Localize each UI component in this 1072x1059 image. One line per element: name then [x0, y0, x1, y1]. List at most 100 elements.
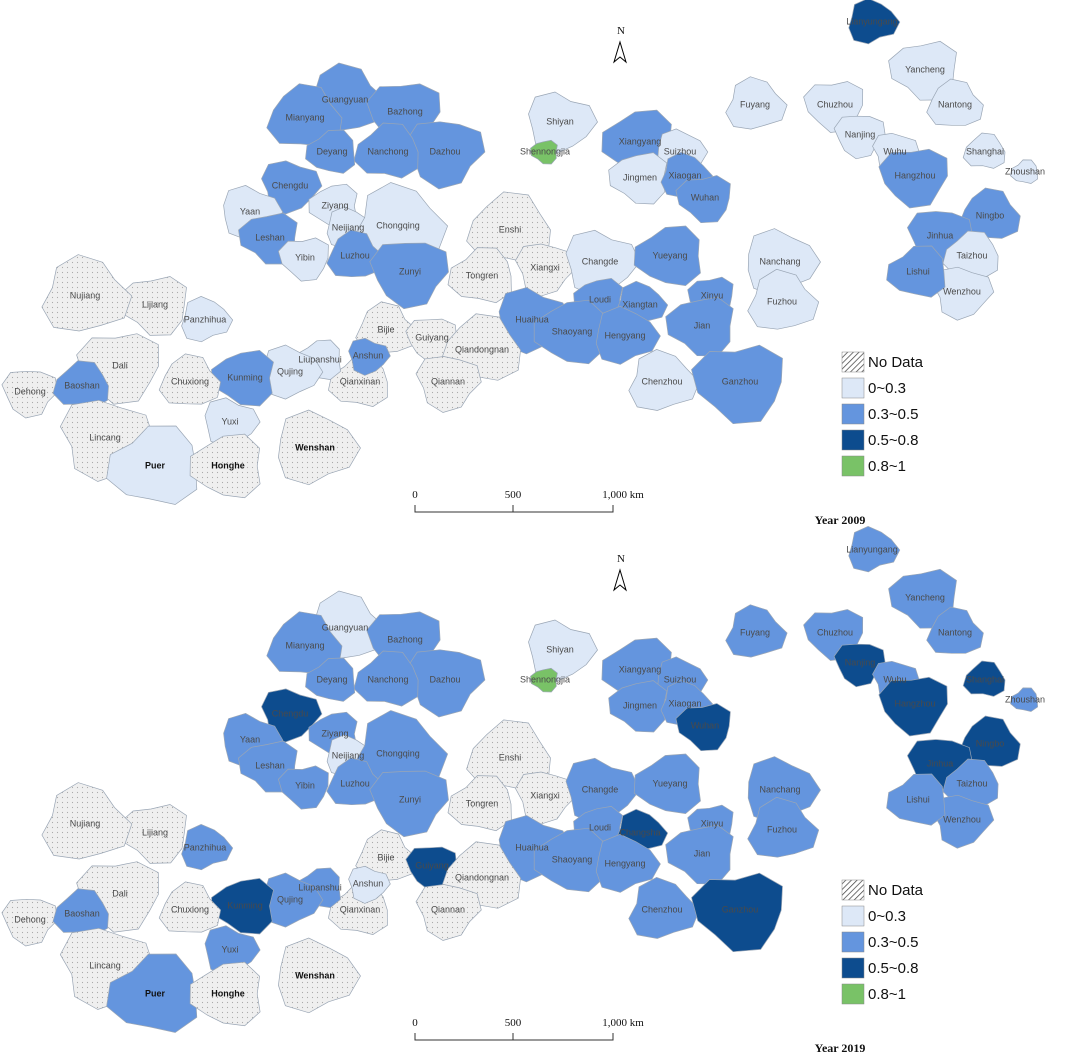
region-label: Ganzhou	[722, 376, 759, 386]
region	[833, 643, 886, 688]
region	[962, 660, 1006, 697]
region-label: Nujiang	[70, 818, 101, 828]
region	[348, 865, 391, 904]
region	[305, 129, 356, 174]
region-label: Luzhou	[340, 778, 370, 788]
legend-label: 0~0.3	[868, 908, 906, 925]
region	[1010, 159, 1038, 184]
region-label: Dazhou	[429, 674, 460, 684]
region-label: Lijiang	[142, 827, 168, 837]
region-label: Bijie	[377, 324, 394, 334]
region-label: Shaoyang	[552, 854, 593, 864]
region-label: Yancheng	[905, 592, 945, 602]
legend-swatch	[841, 351, 865, 373]
region	[189, 433, 261, 499]
region-label: Leshan	[255, 232, 285, 242]
region-label: Chenzhou	[641, 376, 682, 386]
region-label: Puer	[145, 988, 166, 998]
region-label: Dali	[112, 888, 128, 898]
region	[628, 349, 700, 411]
region	[747, 796, 820, 858]
region-label: Anshun	[353, 878, 384, 888]
north-arrow	[613, 568, 627, 592]
region	[515, 243, 577, 297]
region	[189, 961, 261, 1027]
legend-swatch	[841, 879, 865, 901]
legend-label: 0.8~1	[868, 458, 906, 475]
region	[628, 877, 700, 939]
region-label: Wuhan	[691, 192, 719, 202]
region-label: Hengyang	[604, 858, 645, 868]
map-panel: Lianyungang Yancheng Fuyang Chuzhou Nantong N…	[1, 0, 1045, 527]
region	[278, 237, 329, 282]
region-label: Suizhou	[664, 146, 697, 156]
region-label: Nujiang	[70, 290, 101, 300]
region-label: Qianxinan	[340, 904, 381, 914]
region-label: Wenzhou	[943, 286, 981, 296]
region-label: Tongren	[466, 270, 499, 280]
region	[41, 254, 133, 332]
region-label: Qujing	[277, 894, 303, 904]
region-label: Loudi	[589, 294, 611, 304]
region-label: Jinhua	[927, 758, 954, 768]
region-label: Nantong	[938, 627, 972, 637]
region-label: Leshan	[255, 760, 285, 770]
region	[326, 229, 384, 278]
legend-swatch	[841, 377, 865, 399]
region-label: Xiangyang	[619, 136, 662, 146]
region-label: Jingmen	[623, 700, 657, 710]
region-label: Yaan	[240, 206, 260, 216]
region	[528, 91, 598, 155]
region-label: Yancheng	[905, 64, 945, 74]
region-label: Bazhong	[387, 106, 423, 116]
region-label: Bazhong	[387, 634, 423, 644]
region	[158, 353, 221, 405]
legend-swatch	[841, 931, 865, 953]
region	[1, 370, 58, 419]
region-label: Xiaogan	[668, 170, 701, 180]
region	[886, 773, 946, 826]
region	[106, 953, 198, 1033]
legend-swatch	[841, 429, 865, 451]
region-label: Shanghai	[966, 674, 1004, 684]
region-label: Qujing	[277, 366, 303, 376]
region-label: Zunyi	[399, 794, 421, 804]
region	[633, 225, 701, 286]
region	[305, 657, 356, 702]
legend-swatch	[841, 905, 865, 927]
region-label: Chuxiong	[171, 904, 209, 914]
region	[528, 619, 598, 683]
region-label: Lianyungang	[846, 544, 898, 554]
region-label: Nanjing	[845, 657, 876, 667]
region-label: Ningbo	[976, 210, 1005, 220]
region	[278, 937, 361, 1014]
region	[353, 122, 419, 179]
scale-label: 0	[412, 489, 418, 501]
legend-swatch	[841, 455, 865, 477]
region	[691, 872, 783, 953]
region	[515, 771, 577, 825]
region-label: Wuhu	[883, 146, 906, 156]
region-label: Dazhou	[429, 146, 460, 156]
region-label: Xiangyang	[619, 664, 662, 674]
region-label: Anshun	[353, 350, 384, 360]
region	[326, 757, 384, 806]
region	[447, 247, 512, 304]
region	[181, 296, 234, 343]
region-label: Lincang	[89, 432, 121, 442]
map-title: Year 2009	[815, 513, 866, 527]
region	[278, 409, 361, 486]
legend-label: 0.3~0.5	[868, 934, 918, 951]
region-label: Fuyang	[740, 99, 770, 109]
region-label: Neijiang	[332, 222, 365, 232]
region-label: Ziyang	[321, 728, 348, 738]
region-label: Deyang	[316, 146, 347, 156]
region	[369, 242, 449, 310]
region-label: Yaan	[240, 734, 260, 744]
region	[675, 703, 731, 752]
region-label: Nantong	[938, 99, 972, 109]
region-label: Hangzhou	[894, 170, 935, 180]
region	[355, 301, 418, 354]
region-label: Qianxinan	[340, 376, 381, 386]
region-label: Honghe	[211, 988, 245, 998]
